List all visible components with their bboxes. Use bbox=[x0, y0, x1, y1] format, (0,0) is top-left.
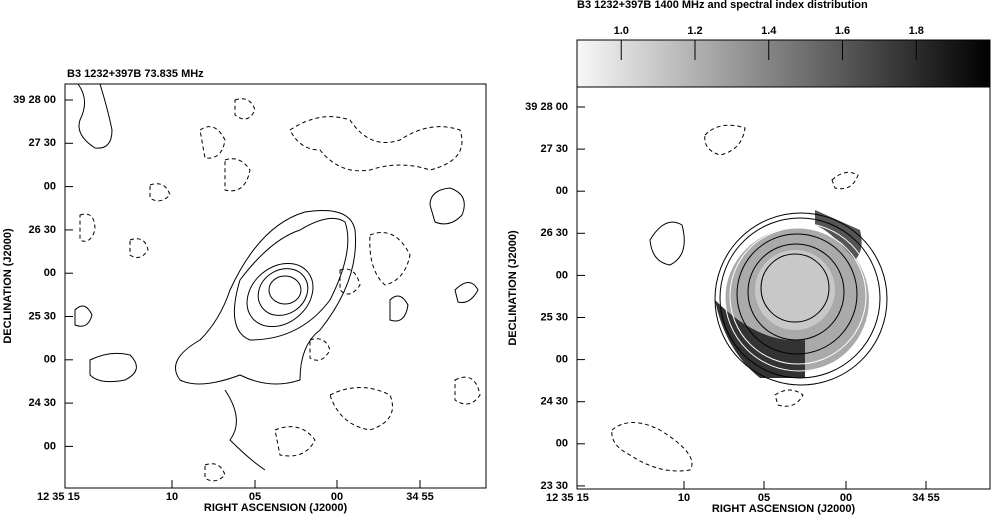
y-axis-label: DECLINATION (J2000) bbox=[507, 230, 519, 346]
y-tick-label: 26 30 bbox=[540, 227, 568, 239]
contours bbox=[74, 83, 481, 482]
y-tick-label: 25 30 bbox=[28, 310, 56, 322]
y-tick-label: 00 bbox=[556, 269, 568, 281]
y-tick-label: 23 30 bbox=[540, 480, 568, 492]
x-tick-label: 00 bbox=[840, 492, 852, 504]
y-tick-label: 00 bbox=[44, 267, 56, 279]
y-tick-label: 24 30 bbox=[28, 397, 56, 409]
y-tick-label: 39 28 00 bbox=[525, 101, 568, 113]
contours bbox=[611, 124, 888, 472]
panel-title: B3 1232+397B 1400 MHz and spectral index… bbox=[577, 0, 868, 11]
y-tick-label: 00 bbox=[556, 438, 568, 450]
x-tick-label: 34 55 bbox=[912, 492, 940, 504]
spectral-index-map bbox=[715, 210, 869, 378]
x-axis-label: RIGHT ASCENSION (J2000) bbox=[712, 503, 856, 515]
x-tick-label: 34 55 bbox=[406, 491, 434, 503]
x-tick-label: 05 bbox=[758, 492, 770, 504]
x-tick-label: 05 bbox=[249, 491, 261, 503]
panel-title: B3 1232+397B 73.835 MHz bbox=[67, 68, 204, 80]
colorbar-tick-label: 1.8 bbox=[909, 25, 924, 37]
x-tick-label: 12 35 15 bbox=[37, 491, 80, 503]
y-tick-label: 25 30 bbox=[540, 311, 568, 323]
y-tick-label: 00 bbox=[44, 181, 56, 193]
colorbar-tick-label: 1.6 bbox=[835, 25, 850, 37]
y-tick-label: 00 bbox=[44, 440, 56, 452]
plot-frame bbox=[64, 83, 487, 489]
y-tick-label: 27 30 bbox=[28, 137, 56, 149]
y-tick-label: 26 30 bbox=[28, 224, 56, 236]
colorbar-tick-label: 1.0 bbox=[614, 25, 629, 37]
colorbar bbox=[576, 39, 991, 88]
plot-frame bbox=[576, 86, 991, 490]
colorbar-tick-label: 1.2 bbox=[687, 25, 702, 37]
y-tick-label: 00 bbox=[44, 354, 56, 366]
y-tick-label: 00 bbox=[556, 185, 568, 197]
y-tick-label: 24 30 bbox=[540, 396, 568, 408]
x-axis-label: RIGHT ASCENSION (J2000) bbox=[204, 502, 348, 514]
y-tick-label: 39 28 00 bbox=[13, 94, 56, 106]
x-tick-label: 10 bbox=[678, 492, 690, 504]
colorbar-tick-label: 1.4 bbox=[761, 25, 777, 37]
y-tick-label: 27 30 bbox=[540, 143, 568, 155]
y-axis-label: DECLINATION (J2000) bbox=[2, 228, 14, 344]
y-tick-label: 00 bbox=[556, 354, 568, 366]
x-tick-label: 12 35 15 bbox=[546, 492, 589, 504]
x-tick-label: 10 bbox=[166, 491, 178, 503]
x-tick-label: 00 bbox=[331, 491, 343, 503]
